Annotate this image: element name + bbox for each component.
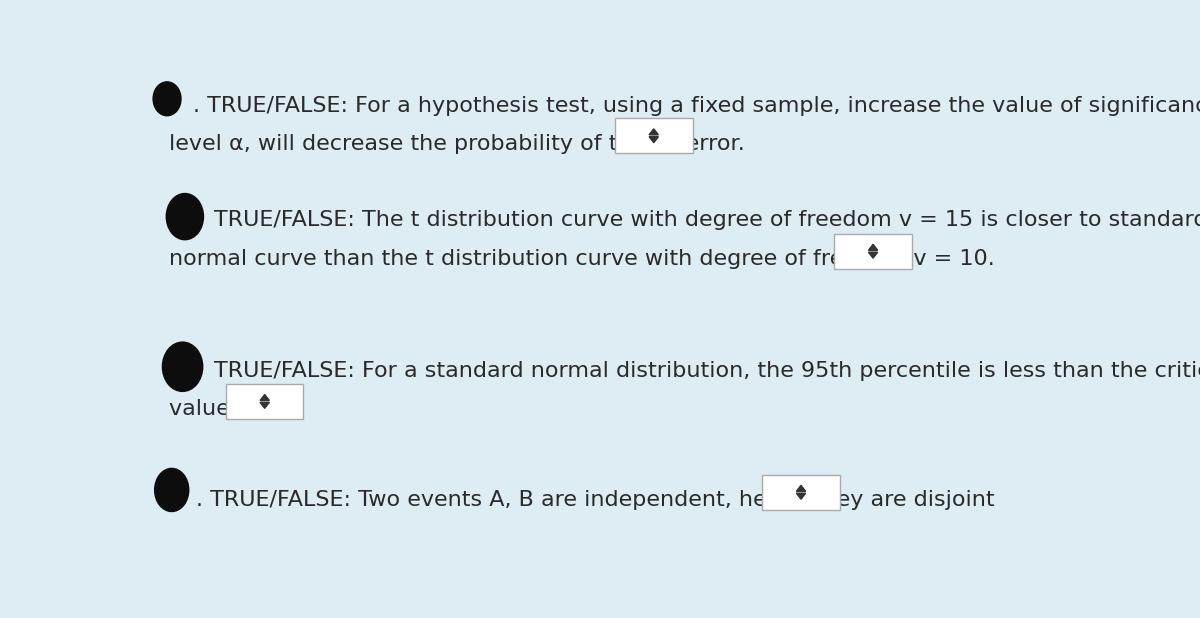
FancyBboxPatch shape: [616, 118, 692, 153]
Polygon shape: [649, 137, 659, 143]
Polygon shape: [260, 394, 269, 400]
Polygon shape: [797, 485, 805, 491]
Text: TRUE/FALSE: For a standard normal distribution, the 95th percentile is less than: TRUE/FALSE: For a standard normal distri…: [214, 360, 1200, 381]
Text: value z₀.₁: value z₀.₁: [169, 399, 274, 419]
FancyBboxPatch shape: [834, 234, 912, 269]
Polygon shape: [797, 493, 805, 499]
Ellipse shape: [162, 342, 203, 391]
Polygon shape: [869, 252, 877, 258]
Ellipse shape: [167, 193, 204, 240]
Ellipse shape: [154, 82, 181, 116]
Text: normal curve than the t distribution curve with degree of freedom v = 10.: normal curve than the t distribution cur…: [169, 249, 995, 269]
Text: TRUE/FALSE: The t distribution curve with degree of freedom v = 15 is closer to : TRUE/FALSE: The t distribution curve wit…: [214, 211, 1200, 231]
Text: . TRUE/FALSE: Two events A, B are independent, hence they are disjoint: . TRUE/FALSE: Two events A, B are indepe…: [197, 490, 995, 510]
Polygon shape: [649, 129, 659, 135]
Polygon shape: [260, 402, 269, 408]
Text: . TRUE/FALSE: For a hypothesis test, using a fixed sample, increase the value of: . TRUE/FALSE: For a hypothesis test, usi…: [193, 96, 1200, 116]
Ellipse shape: [155, 468, 188, 512]
FancyBboxPatch shape: [226, 384, 304, 419]
FancyBboxPatch shape: [762, 475, 840, 510]
Text: level α, will decrease the probability of type II error.: level α, will decrease the probability o…: [169, 134, 745, 154]
Polygon shape: [869, 244, 877, 250]
